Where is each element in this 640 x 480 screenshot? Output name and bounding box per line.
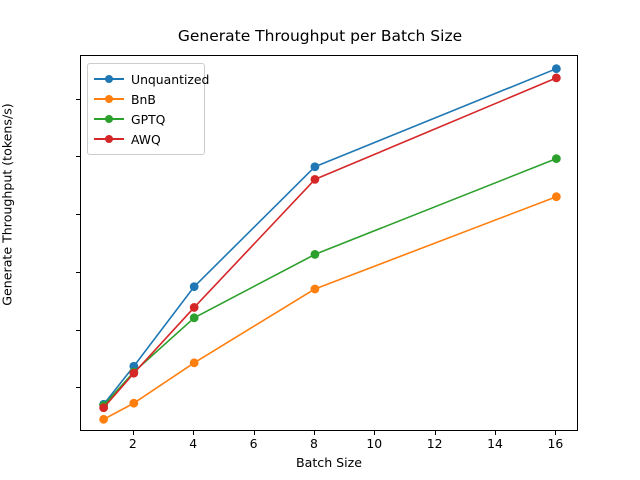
legend-marker-icon [94,112,124,126]
data-point [129,398,139,408]
y-tick-mark [76,156,80,158]
data-point [310,284,320,294]
data-point [189,358,199,368]
data-point [189,313,199,323]
x-tick-label: 2 [128,436,137,451]
legend-item-unquantized[interactable]: Unquantized [94,69,209,89]
y-tick-mark [76,387,80,389]
data-point [551,73,561,83]
legend-marker-icon [94,92,124,106]
x-tick-label: 10 [366,436,383,451]
x-tick-mark [434,431,436,435]
series-layer [99,64,561,424]
data-point [189,282,199,292]
legend-label: GPTQ [131,111,166,127]
data-point [99,403,109,413]
legend-label: BnB [131,91,156,107]
x-tick-label: 6 [249,436,258,451]
y-tick-mark [76,98,80,100]
x-tick-mark [555,431,557,435]
x-tick-mark [374,431,376,435]
y-tick-mark [76,329,80,331]
legend-item-awq[interactable]: AWQ [94,129,198,149]
x-tick-label: 8 [309,436,318,451]
legend-item-bnb[interactable]: BnB [94,89,198,109]
x-tick-mark [495,431,496,435]
data-point [551,192,561,202]
data-point [310,175,320,184]
x-tick-mark [253,431,255,435]
x-tick-label: 4 [189,436,198,451]
legend-item-gptq[interactable]: GPTQ [94,109,198,129]
plot-svg [99,64,561,424]
series-awq [99,73,561,413]
y-tick-mark [76,214,80,216]
x-tick-mark [132,431,134,435]
x-tick-mark [313,431,315,435]
legend-label: AWQ [131,131,161,147]
y-tick-mark [76,271,80,273]
data-point [310,249,320,259]
series-bnb [99,192,561,424]
x-tick-mark [193,431,195,435]
x-tick-label: 14 [487,436,503,451]
x-tick-label: 16 [547,436,564,451]
data-point [310,162,320,172]
legend: Unquantized BnB GPTQ AWQ [87,63,209,155]
series-line [102,157,558,407]
y-axis-label: Generate Throughput (tokens/s) [0,103,15,306]
legend-label: Unquantized [131,71,210,87]
x-tick-label: 12 [426,436,443,451]
legend-marker-icon [94,72,124,86]
data-point [129,368,139,378]
chart-title: Generate Throughput per Batch Size [177,27,463,45]
data-point [189,303,199,312]
legend-marker-icon [94,132,124,146]
data-point [99,414,109,424]
data-point [551,64,561,74]
series-line [102,195,558,421]
data-point [551,154,561,164]
series-gptq [99,154,561,410]
x-axis-label: Batch Size [295,455,363,470]
